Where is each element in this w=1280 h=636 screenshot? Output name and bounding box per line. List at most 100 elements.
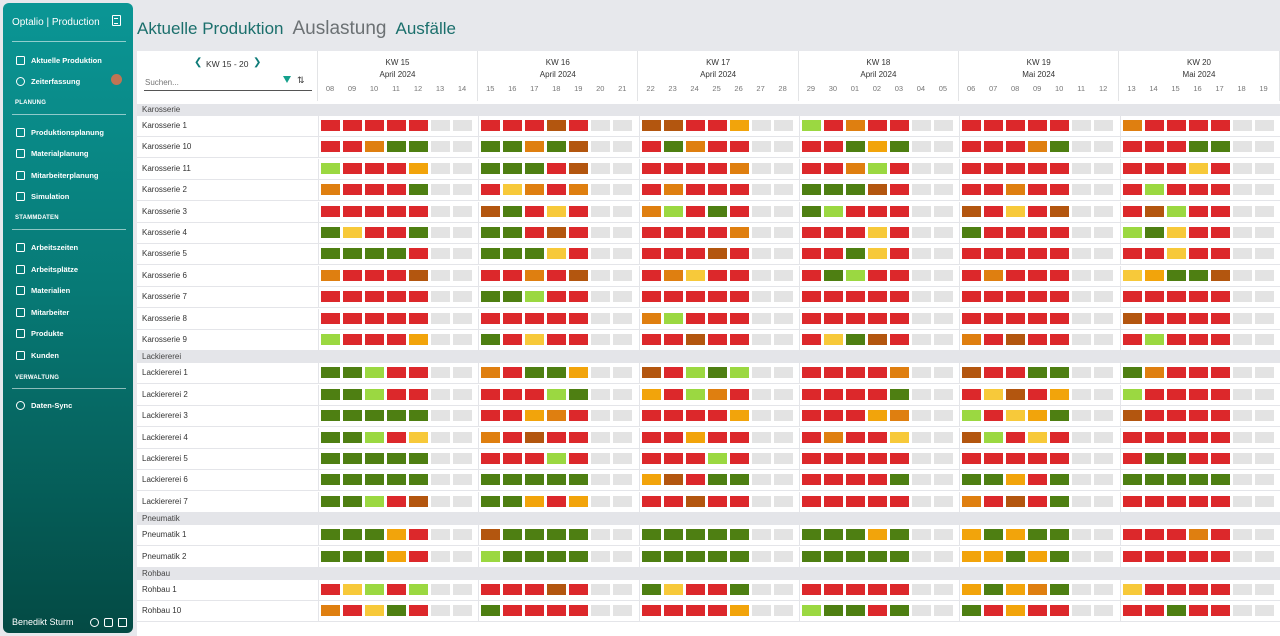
capacity-cell[interactable]: [1050, 248, 1070, 260]
capacity-cell[interactable]: [663, 550, 683, 562]
capacity-cell[interactable]: [1050, 205, 1070, 217]
capacity-cell[interactable]: [845, 227, 865, 238]
capacity-cell[interactable]: [1188, 431, 1208, 443]
capacity-cell[interactable]: [845, 388, 865, 400]
capacity-cell[interactable]: [525, 227, 545, 238]
capacity-cell[interactable]: [1232, 584, 1252, 595]
capacity-cell[interactable]: [641, 334, 661, 345]
capacity-cell[interactable]: [867, 227, 887, 238]
capacity-cell[interactable]: [933, 431, 953, 443]
capacity-cell[interactable]: [1254, 431, 1274, 443]
capacity-cell[interactable]: [503, 312, 523, 324]
capacity-cell[interactable]: [591, 141, 611, 153]
sidebar-item-mitarbeiterplanung[interactable]: Mitarbeiterplanung: [16, 168, 99, 182]
capacity-cell[interactable]: [1050, 453, 1070, 464]
capacity-cell[interactable]: [729, 605, 749, 617]
resource-label[interactable]: Karosserie 3: [142, 206, 187, 216]
capacity-cell[interactable]: [481, 120, 501, 131]
capacity-cell[interactable]: [1232, 162, 1252, 174]
capacity-cell[interactable]: [845, 431, 865, 443]
capacity-cell[interactable]: [503, 550, 523, 562]
capacity-cell[interactable]: [431, 495, 450, 507]
capacity-cell[interactable]: [933, 205, 953, 217]
capacity-cell[interactable]: [773, 205, 793, 217]
capacity-cell[interactable]: [984, 453, 1004, 464]
capacity-cell[interactable]: [751, 474, 771, 486]
capacity-cell[interactable]: [641, 453, 661, 464]
capacity-cell[interactable]: [867, 529, 887, 541]
capacity-cell[interactable]: [663, 453, 683, 464]
capacity-cell[interactable]: [911, 367, 931, 379]
tab-aktuelle-produktion[interactable]: Aktuelle Produktion: [137, 19, 284, 38]
capacity-cell[interactable]: [984, 162, 1004, 174]
capacity-cell[interactable]: [525, 184, 545, 196]
capacity-cell[interactable]: [1122, 605, 1142, 617]
capacity-cell[interactable]: [1254, 584, 1274, 595]
capacity-cell[interactable]: [751, 453, 771, 464]
capacity-cell[interactable]: [1254, 334, 1274, 345]
capacity-cell[interactable]: [1006, 162, 1026, 174]
capacity-cell[interactable]: [1232, 474, 1252, 486]
capacity-cell[interactable]: [1232, 388, 1252, 400]
capacity-cell[interactable]: [431, 584, 450, 595]
capacity-cell[interactable]: [984, 312, 1004, 324]
capacity-cell[interactable]: [387, 269, 406, 281]
capacity-cell[interactable]: [962, 141, 982, 153]
capacity-cell[interactable]: [962, 550, 982, 562]
capacity-cell[interactable]: [707, 227, 727, 238]
capacity-cell[interactable]: [933, 605, 953, 617]
capacity-cell[interactable]: [591, 248, 611, 260]
capacity-cell[interactable]: [1050, 388, 1070, 400]
capacity-cell[interactable]: [729, 227, 749, 238]
capacity-cell[interactable]: [547, 248, 567, 260]
capacity-cell[interactable]: [729, 367, 749, 379]
capacity-cell[interactable]: [729, 388, 749, 400]
capacity-cell[interactable]: [569, 550, 589, 562]
capacity-cell[interactable]: [1094, 367, 1114, 379]
capacity-cell[interactable]: [547, 529, 567, 541]
capacity-cell[interactable]: [409, 248, 428, 260]
capacity-cell[interactable]: [1050, 312, 1070, 324]
capacity-cell[interactable]: [707, 431, 727, 443]
capacity-cell[interactable]: [1210, 184, 1230, 196]
capacity-cell[interactable]: [1232, 291, 1252, 303]
capacity-cell[interactable]: [365, 291, 384, 303]
capacity-cell[interactable]: [1144, 495, 1164, 507]
capacity-cell[interactable]: [867, 162, 887, 174]
capacity-cell[interactable]: [1006, 453, 1026, 464]
capacity-cell[interactable]: [962, 605, 982, 617]
capacity-cell[interactable]: [641, 584, 661, 595]
capacity-cell[interactable]: [773, 141, 793, 153]
capacity-cell[interactable]: [1144, 269, 1164, 281]
capacity-cell[interactable]: [889, 453, 909, 464]
tab-auslastung[interactable]: Auslastung: [292, 18, 387, 39]
capacity-cell[interactable]: [801, 367, 821, 379]
capacity-cell[interactable]: [911, 291, 931, 303]
capacity-cell[interactable]: [773, 120, 793, 131]
capacity-cell[interactable]: [1232, 205, 1252, 217]
capacity-cell[interactable]: [911, 141, 931, 153]
capacity-cell[interactable]: [409, 431, 428, 443]
capacity-cell[interactable]: [1050, 431, 1070, 443]
capacity-cell[interactable]: [503, 388, 523, 400]
capacity-cell[interactable]: [663, 162, 683, 174]
capacity-cell[interactable]: [641, 205, 661, 217]
capacity-cell[interactable]: [845, 184, 865, 196]
capacity-cell[interactable]: [962, 205, 982, 217]
capacity-cell[interactable]: [773, 184, 793, 196]
capacity-cell[interactable]: [481, 453, 501, 464]
capacity-cell[interactable]: [431, 529, 450, 541]
resource-label[interactable]: Lackiererei 3: [142, 411, 188, 421]
capacity-cell[interactable]: [503, 584, 523, 595]
capacity-cell[interactable]: [591, 550, 611, 562]
capacity-cell[interactable]: [911, 474, 931, 486]
capacity-cell[interactable]: [707, 410, 727, 422]
capacity-cell[interactable]: [889, 431, 909, 443]
capacity-cell[interactable]: [707, 291, 727, 303]
capacity-cell[interactable]: [1188, 474, 1208, 486]
capacity-cell[interactable]: [1144, 184, 1164, 196]
sidebar-item-daten-sync[interactable]: Daten-Sync: [16, 398, 72, 412]
capacity-cell[interactable]: [911, 495, 931, 507]
capacity-cell[interactable]: [751, 291, 771, 303]
capacity-cell[interactable]: [1166, 529, 1186, 541]
